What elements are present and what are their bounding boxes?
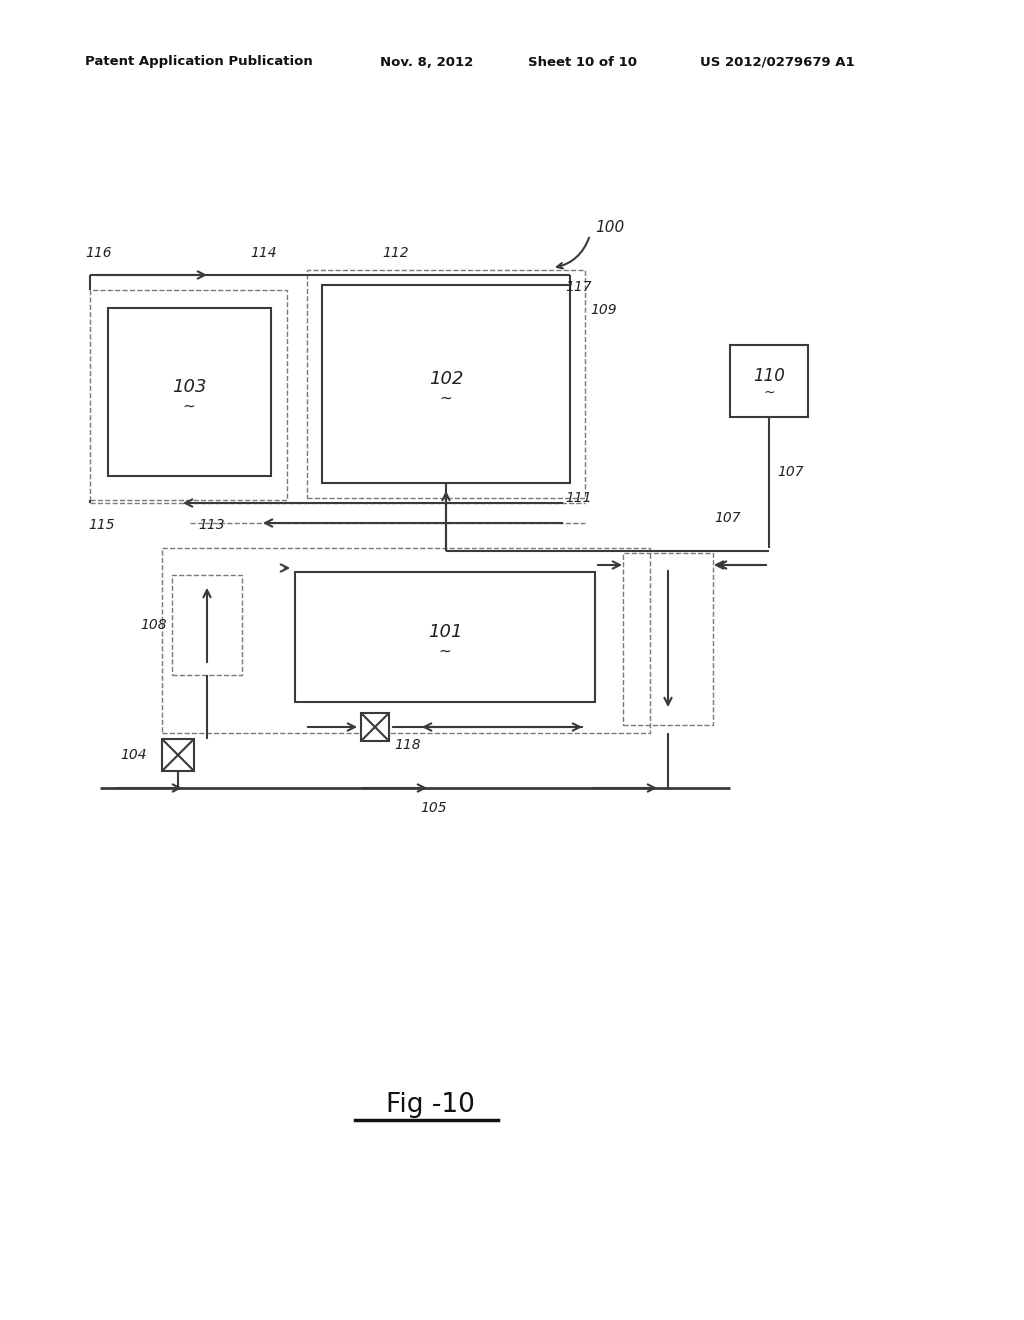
Text: 110: 110 — [753, 367, 785, 385]
Text: ~: ~ — [763, 385, 775, 400]
Text: 101: 101 — [428, 623, 462, 642]
Text: ~: ~ — [439, 391, 453, 405]
Text: 104: 104 — [120, 748, 146, 762]
Bar — [322, 285, 570, 483]
Text: Patent Application Publication: Patent Application Publication — [85, 55, 312, 69]
Text: 105: 105 — [420, 801, 446, 814]
Bar — [172, 576, 242, 675]
Bar — [295, 572, 595, 702]
Text: 112: 112 — [382, 246, 409, 260]
Text: 108: 108 — [140, 618, 167, 632]
Text: Nov. 8, 2012: Nov. 8, 2012 — [380, 55, 473, 69]
Text: 115: 115 — [88, 517, 115, 532]
Bar — [307, 271, 585, 498]
Text: 100: 100 — [595, 220, 625, 235]
Text: 118: 118 — [394, 738, 421, 752]
Bar — [162, 548, 650, 733]
Bar — [361, 713, 389, 741]
Text: Sheet 10 of 10: Sheet 10 of 10 — [528, 55, 637, 69]
Text: Fig -10: Fig -10 — [386, 1092, 474, 1118]
Text: 113: 113 — [198, 517, 224, 532]
Text: 114: 114 — [250, 246, 276, 260]
Text: 117: 117 — [565, 280, 592, 294]
Text: 102: 102 — [429, 370, 463, 388]
Text: ~: ~ — [438, 644, 452, 659]
Bar — [162, 739, 194, 771]
Text: 103: 103 — [172, 378, 206, 396]
Bar — [108, 308, 271, 477]
Bar — [90, 290, 287, 500]
Text: 116: 116 — [85, 246, 112, 260]
Text: ~: ~ — [182, 399, 196, 413]
Bar — [623, 553, 713, 725]
Text: US 2012/0279679 A1: US 2012/0279679 A1 — [700, 55, 855, 69]
Text: 107: 107 — [714, 511, 740, 525]
Bar — [730, 345, 808, 417]
Text: 107: 107 — [777, 465, 804, 479]
Text: 109: 109 — [590, 304, 616, 317]
Text: 111: 111 — [565, 491, 592, 506]
